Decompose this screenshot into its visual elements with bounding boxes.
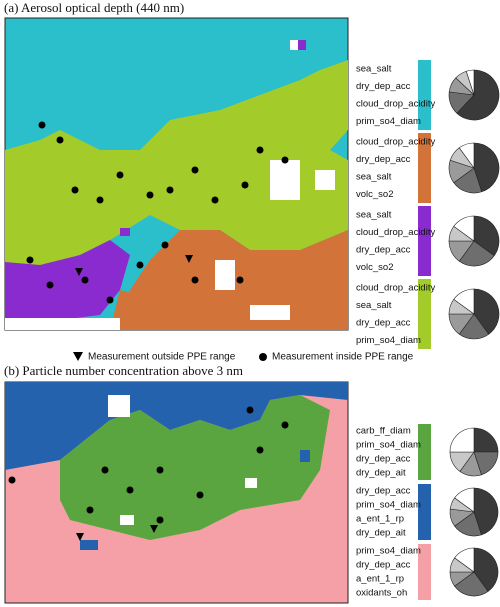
pie-slice [458, 142, 475, 169]
pie-slice [473, 288, 500, 335]
region [5, 240, 130, 320]
land [290, 40, 298, 50]
cluster-swatch [418, 60, 431, 130]
parameter-label: oxidants_oh [356, 588, 407, 599]
region [60, 395, 330, 540]
parameter-label: a_ent_1_rp [356, 574, 404, 585]
parameter-label: prim_so4_diam [356, 440, 421, 451]
cluster-swatch [418, 206, 431, 276]
land [108, 395, 130, 417]
cluster-swatch [418, 544, 431, 600]
legend-text: Measurement inside PPE range [272, 352, 414, 363]
pie-slice [473, 487, 499, 536]
land [298, 40, 306, 50]
parameter-label: cloud_drop_acidity [356, 227, 435, 238]
land [300, 450, 310, 462]
cluster-swatch [418, 424, 431, 480]
parameter-label: dry_dep_acc [356, 154, 411, 165]
parameter-label: sea_salt [356, 300, 392, 311]
measurements [8, 406, 289, 541]
parameter-label: prim_so4_diam [356, 335, 421, 346]
pie-slice [454, 547, 475, 573]
pie-slice [449, 427, 475, 453]
pie-slice [473, 215, 500, 257]
marker-inside [259, 353, 267, 361]
parameter-label: a_ent_1_rp [356, 514, 404, 525]
parameter-label: prim_so4_diam [356, 116, 421, 127]
land [315, 170, 335, 190]
parameter-label: prim_so4_diam [356, 500, 421, 511]
land [245, 478, 257, 488]
parameter-label: volc_so2 [356, 262, 394, 273]
parameter-label: carb_ff_diam [356, 426, 411, 437]
pie-slice [453, 215, 475, 242]
parameter-label: dry_dep_acc [356, 244, 411, 255]
legend-text: Measurement outside PPE range [88, 352, 236, 363]
land [270, 160, 300, 200]
pie-slice [456, 69, 500, 121]
region [5, 318, 120, 330]
parameter-label: dry_dep_acc [356, 454, 411, 465]
panel-title: (a) Aerosol optical depth (440 nm) [4, 0, 184, 15]
parameter-label: cloud_drop_acidity [356, 98, 435, 109]
region [5, 60, 348, 270]
parameter-label: dry_dep_acc [356, 560, 411, 571]
parameter-label: cloud_drop_acidity [356, 136, 435, 147]
land [215, 260, 235, 290]
parameter-label: dry_dep_acc [356, 317, 411, 328]
land [120, 515, 134, 525]
parameter-label: dry_dep_ait [356, 528, 406, 539]
parameter-label: prim_so4_diam [356, 546, 421, 557]
parameter-label: volc_so2 [356, 189, 394, 200]
parameter-label: dry_dep_acc [356, 81, 411, 92]
pie-slice [465, 69, 475, 96]
pie-slice [453, 288, 475, 315]
cluster-swatch [418, 279, 431, 349]
marker-outside [73, 352, 83, 361]
parameter-label: dry_dep_ait [356, 468, 406, 479]
pie-slice [458, 240, 495, 267]
parameter-label: sea_salt [356, 209, 392, 220]
region [110, 290, 160, 330]
land [80, 540, 98, 550]
pie-slice [473, 427, 499, 453]
parameter-label: sea_salt [356, 171, 392, 182]
parameter-label: dry_dep_acc [356, 486, 411, 497]
cluster-swatch [418, 133, 431, 203]
measurements [26, 121, 289, 304]
pie-slice [454, 487, 475, 513]
pie-slice [454, 571, 489, 597]
cluster-swatch [418, 484, 431, 540]
parameter-label: sea_salt [356, 63, 392, 74]
pie-slice [473, 142, 500, 193]
pie-slice [473, 547, 499, 592]
map-b [4, 381, 349, 604]
region [5, 382, 348, 470]
panel-title: (b) Particle number concentration above … [4, 363, 243, 378]
land [120, 228, 130, 236]
land [250, 305, 290, 320]
parameter-label: cloud_drop_acidity [356, 282, 435, 293]
map-a [4, 17, 349, 331]
